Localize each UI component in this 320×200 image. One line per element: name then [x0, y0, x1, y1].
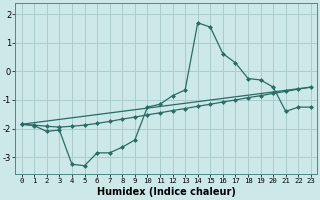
X-axis label: Humidex (Indice chaleur): Humidex (Indice chaleur) — [97, 187, 236, 197]
